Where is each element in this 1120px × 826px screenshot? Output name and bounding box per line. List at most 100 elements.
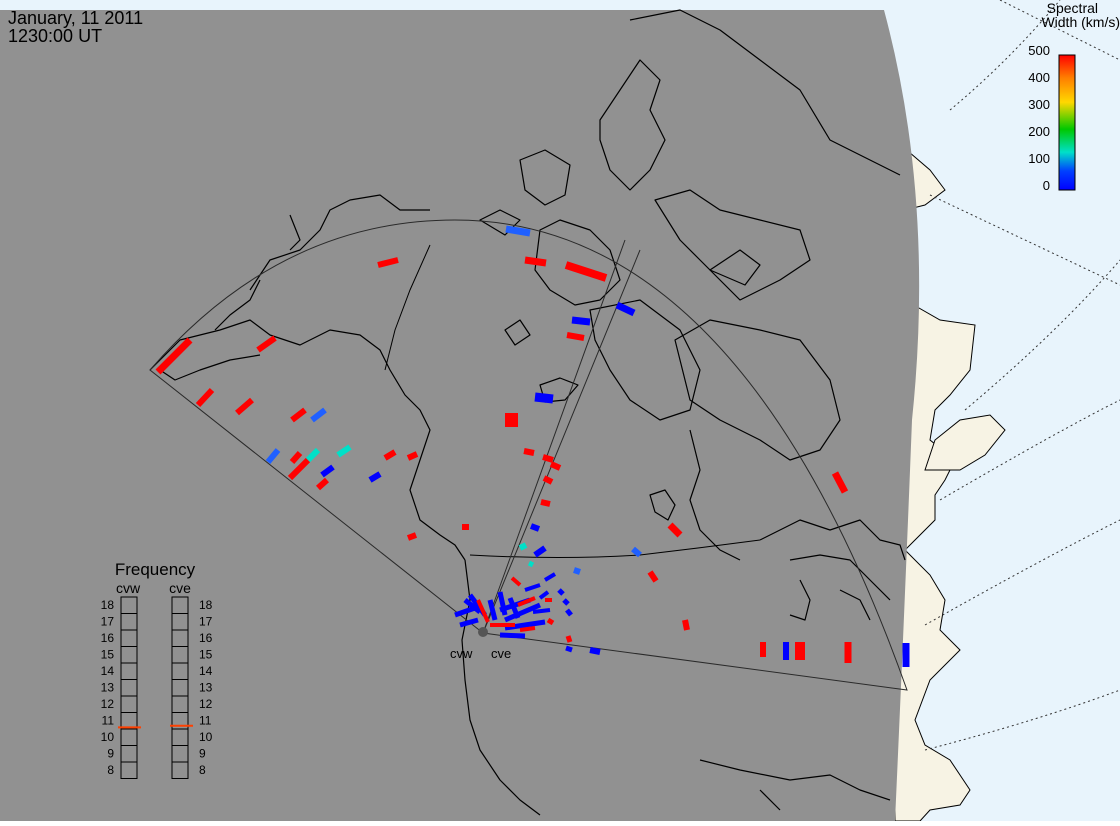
time-label: 1230:00 UT	[8, 26, 102, 46]
colorbar-gradient	[1058, 54, 1076, 191]
echo-mark	[540, 499, 551, 507]
echo-mark	[505, 225, 531, 237]
echo-mark	[155, 337, 193, 375]
date-label: January, 11 2011	[8, 8, 143, 28]
frequency-tick-right: 14	[199, 664, 213, 678]
echo-mark	[565, 645, 573, 653]
echo-mark	[320, 464, 335, 478]
frequency-col-cve: cve	[169, 580, 191, 596]
borders	[384, 244, 761, 558]
echo-mark	[562, 598, 570, 606]
echo-mark	[289, 451, 303, 464]
nova-scotia-land	[924, 414, 1006, 471]
frequency-tick-left: 8	[107, 763, 114, 777]
colorbar-tick: 100	[1028, 151, 1050, 166]
scatter-echoes	[155, 225, 910, 667]
frequency-tick-right: 16	[199, 631, 213, 645]
echo-mark	[566, 332, 585, 341]
colorbar-tick: 400	[1028, 70, 1050, 85]
frequency-panel: Frequency cvw cve 18 18 17 17 16 16 15 15 14 14 13…	[101, 560, 213, 779]
echo-mark	[518, 542, 528, 551]
colorbar-title-2: Width (km/s)	[1041, 14, 1120, 30]
echo-mark	[523, 448, 535, 456]
frequency-cell-cve	[171, 761, 189, 779]
frequency-tick-right: 12	[199, 697, 213, 711]
echo-mark	[265, 448, 281, 464]
echo-mark	[517, 596, 536, 607]
coastlines	[149, 9, 906, 816]
radar-label-east: cve	[491, 646, 511, 661]
echo-mark	[667, 522, 683, 538]
echo-mark	[235, 397, 254, 416]
echo-mark	[546, 617, 555, 626]
echo-mark	[557, 588, 565, 596]
echo-mark	[459, 617, 479, 628]
frequency-tick-right: 15	[199, 648, 213, 662]
echo-mark	[316, 477, 329, 491]
echo-mark	[290, 407, 307, 423]
echo-mark	[463, 598, 482, 614]
echo-mark	[454, 605, 476, 618]
echo-mark	[589, 647, 601, 655]
frequency-tick-left: 11	[102, 714, 115, 728]
echo-mark	[476, 599, 490, 623]
frequency-tick-right: 9	[199, 747, 206, 761]
frequency-tick-left: 13	[101, 681, 115, 695]
echo-mark	[533, 545, 547, 558]
echo-mark	[310, 407, 327, 423]
echo-mark	[406, 451, 419, 461]
echo-mark	[532, 608, 551, 614]
frequency-tick-right: 11	[199, 714, 212, 728]
echo-mark	[527, 560, 535, 568]
night-region	[0, 10, 920, 821]
echo-mark	[831, 471, 849, 494]
echo-mark	[549, 461, 562, 471]
echo-mark	[529, 523, 541, 532]
echo-mark	[487, 599, 498, 621]
colorbar: Spectral Width (km/s) 500 400 300 200 10…	[1028, 0, 1120, 193]
echo-mark	[573, 567, 581, 575]
echo-mark	[524, 256, 547, 267]
frequency-tick-right: 13	[199, 681, 213, 695]
echo-mark	[524, 583, 541, 592]
colorbar-title-1: Spectral	[1047, 0, 1098, 16]
echo-mark	[368, 471, 382, 483]
echo-mark	[256, 335, 277, 353]
day-grid	[924, 0, 1120, 751]
echo-mark	[287, 457, 311, 481]
echo-mark	[504, 602, 541, 623]
radar-fov	[149, 219, 908, 691]
frequency-title: Frequency	[115, 560, 196, 579]
frequency-tick-left: 15	[101, 648, 115, 662]
echo-mark	[305, 447, 321, 463]
echo-mark	[631, 546, 642, 558]
frequency-tick-left: 10	[101, 730, 115, 744]
frequency-rows: 18 18 17 17 16 16 15 15 14 14 13 13 12 12 11 11 10 10 9 9 8 8	[101, 596, 213, 779]
radar-site-marker	[478, 627, 488, 637]
echo-mark	[682, 619, 690, 631]
echo-mark	[377, 257, 399, 268]
echo-mark	[336, 444, 352, 458]
echo-mark	[564, 261, 608, 282]
colorbar-tick: 500	[1028, 43, 1050, 58]
echo-mark	[542, 475, 554, 485]
echo-mark	[571, 316, 591, 326]
echo-mark	[615, 301, 636, 317]
frequency-col-cvw: cvw	[116, 580, 141, 596]
echo-mark	[406, 532, 418, 541]
echo-mark	[383, 449, 397, 461]
frequency-tick-left: 9	[107, 747, 114, 761]
frequency-tick-right: 8	[199, 763, 206, 777]
frequency-tick-left: 18	[101, 598, 115, 612]
colorbar-tick: 300	[1028, 97, 1050, 112]
echo-mark	[538, 590, 550, 600]
colorbar-tick: 0	[1043, 178, 1050, 193]
colorbar-tick: 200	[1028, 124, 1050, 139]
radar-label-west: cvw	[450, 646, 473, 661]
frequency-tick-left: 14	[101, 664, 115, 678]
echo-mark	[195, 387, 215, 408]
echo-mark	[499, 632, 526, 639]
echo-mark	[519, 626, 536, 632]
